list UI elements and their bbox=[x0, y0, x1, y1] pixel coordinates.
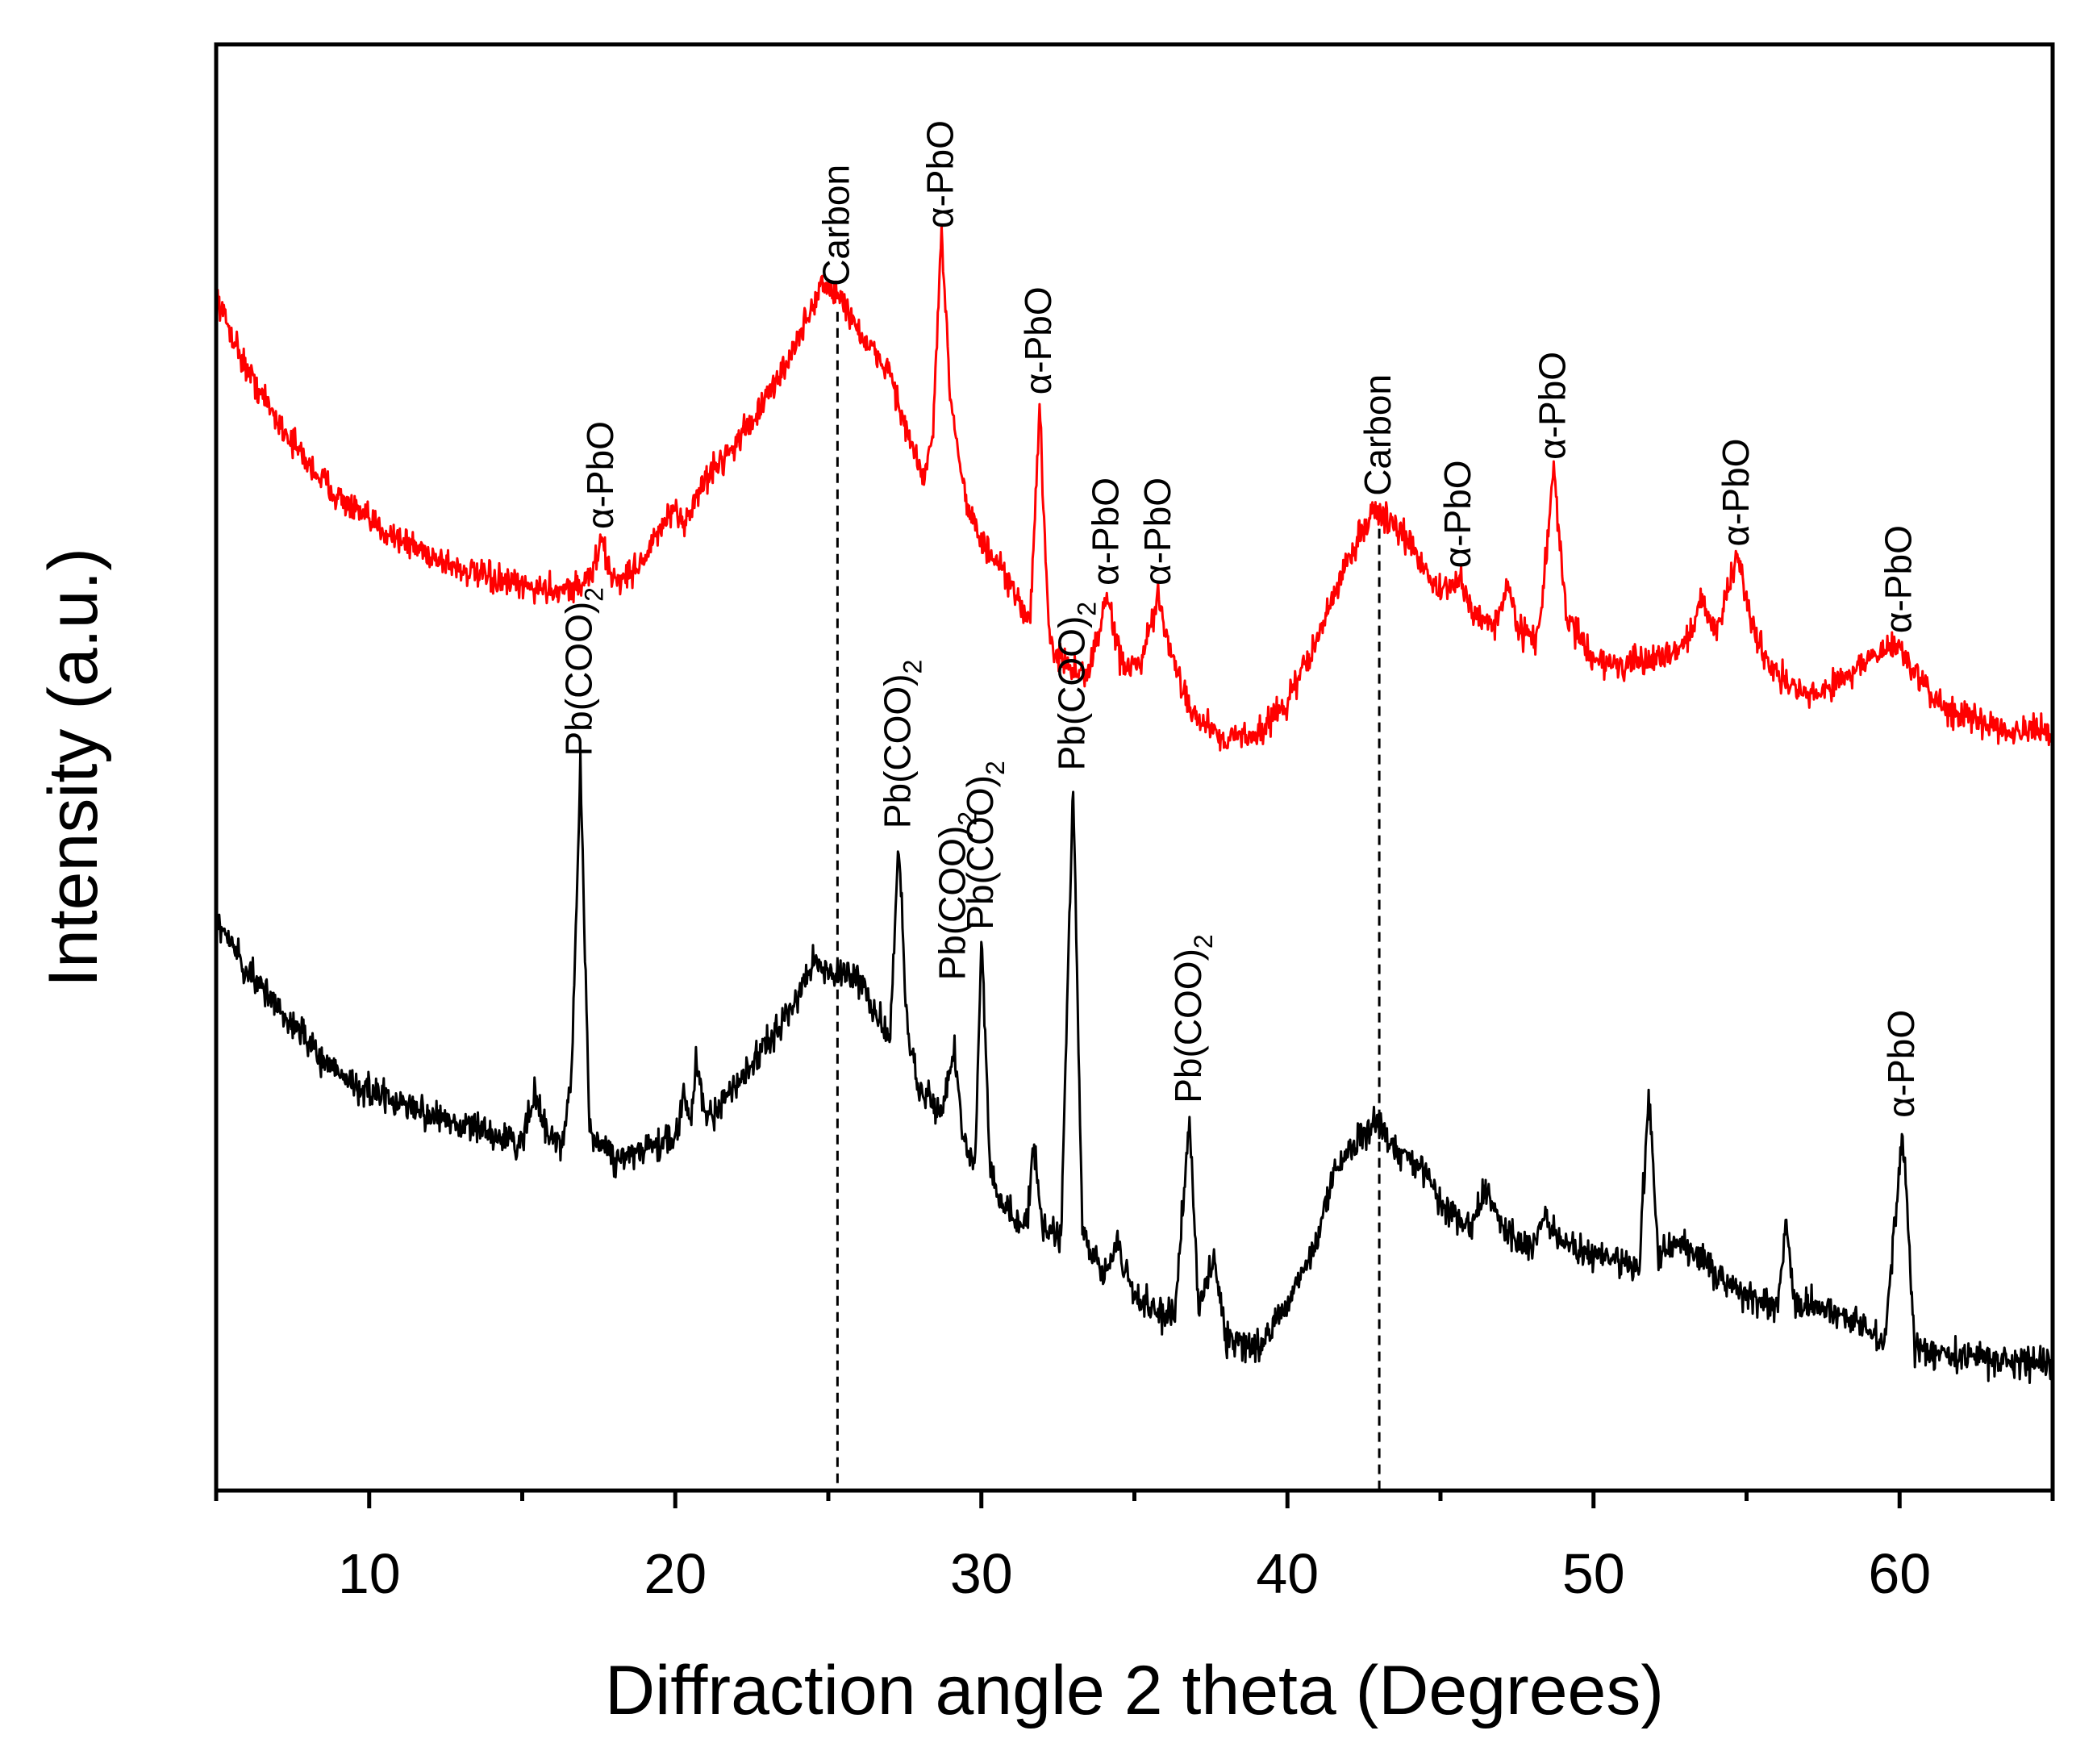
peak-label-alpha-pbo: α-PbO bbox=[1880, 1010, 1922, 1118]
peak-label-alpha-pbo: α-PbO bbox=[1017, 286, 1059, 394]
x-tick-label: 60 bbox=[1868, 1542, 1931, 1605]
series-layer bbox=[215, 224, 2054, 1384]
peak-label-alpha-pbo: α-PbO bbox=[1715, 439, 1757, 547]
x-axis-title: Diffraction angle 2 theta (Degrees) bbox=[605, 1652, 1664, 1729]
peak-label-lead-oxalate: Pb(COO)2 bbox=[1051, 602, 1102, 770]
peak-label-lead-oxalate: Pb(COO)2 bbox=[1167, 934, 1218, 1103]
peak-label-alpha-pbo: α-PbO bbox=[579, 421, 621, 529]
peak-label-lead-oxalate: Pb(COO)2 bbox=[876, 660, 927, 828]
peak-label-alpha-pbo: α-PbO bbox=[1136, 477, 1178, 586]
peak-label-alpha-pbo: α-PbO bbox=[919, 120, 961, 228]
peak-label-alpha-pbo: α-PbO bbox=[1084, 477, 1126, 586]
reference-lines bbox=[836, 311, 1381, 1491]
peak-label-alpha-pbo: α-PbO bbox=[1531, 352, 1573, 460]
peak-label-alpha-pbo: α-PbO bbox=[1877, 525, 1919, 633]
y-axis-title: Intensity (a.u.) bbox=[35, 548, 112, 987]
peak-label-lead-oxalate: Pb(COO)2 bbox=[959, 761, 1010, 929]
series-bottom-black bbox=[215, 749, 2054, 1384]
x-axis-ticks: 10 20 30 40 50 60 bbox=[214, 1491, 2055, 1605]
x-tick-label: 50 bbox=[1562, 1542, 1625, 1605]
series-top-red bbox=[215, 224, 2054, 752]
x-tick-label: 10 bbox=[338, 1542, 401, 1605]
x-tick-label: 30 bbox=[950, 1542, 1013, 1605]
peak-label-carbon: Carbon bbox=[815, 165, 857, 286]
peak-label-lead-oxalate: Pb(COO)2 bbox=[932, 811, 982, 980]
x-tick-label: 40 bbox=[1256, 1542, 1319, 1605]
peak-label-carbon: Carbon bbox=[1357, 374, 1399, 496]
peak-label-alpha-pbo: α-PbO bbox=[1436, 460, 1478, 568]
peak-label-lead-oxalate: Pb(COO)2 bbox=[558, 587, 609, 756]
x-tick-label: 20 bbox=[644, 1542, 707, 1605]
